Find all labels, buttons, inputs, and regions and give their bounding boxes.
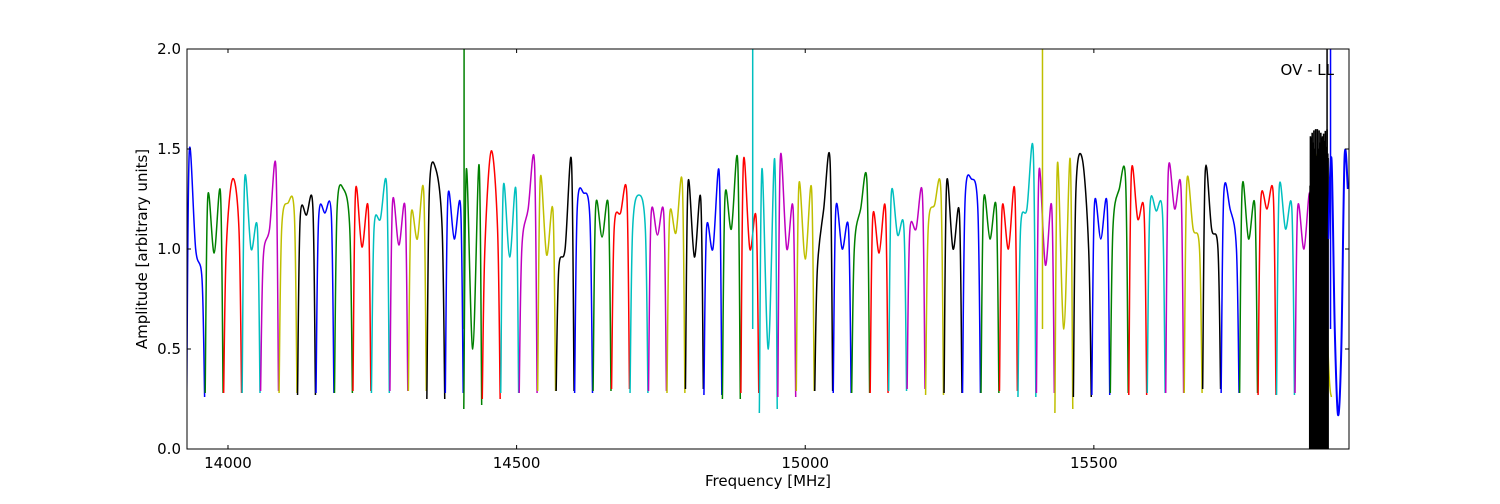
bandpass-segment-line xyxy=(1220,182,1240,394)
bandpass-segment-line xyxy=(352,186,372,392)
axis-ticks: 14000 14500 15000 15500 0.0 0.5 1.0 1.5 2.0 xyxy=(157,40,1349,472)
bandpass-segment-line xyxy=(924,178,945,396)
bandpass-segment-line xyxy=(389,197,409,392)
bandpass-segment-line xyxy=(426,161,446,400)
x-tick-label: 15000 xyxy=(781,454,829,472)
bandpass-segment-line xyxy=(721,155,742,400)
bandpass-segment-line xyxy=(241,174,261,394)
bandpass-segment-line xyxy=(407,185,428,392)
plot-frame xyxy=(186,48,1350,450)
bandpass-segment-line xyxy=(1091,197,1111,396)
bandpass-segment-line xyxy=(518,153,538,394)
bandpass-segment-line xyxy=(610,184,631,390)
bandpass-segment-line xyxy=(444,190,464,394)
y-tick-label: 1.5 xyxy=(157,140,181,158)
bandpass-segment-line xyxy=(499,182,520,394)
bandpass-segment-line xyxy=(980,194,1000,394)
bandpass-segment-line xyxy=(1183,175,1203,394)
bandpass-segment-line xyxy=(259,160,280,392)
bandpass-segment-line xyxy=(703,168,723,396)
bandpass-segment-line xyxy=(887,187,908,392)
bandpass-segment-line xyxy=(1238,181,1259,394)
bandpass-segment-line xyxy=(296,194,317,396)
bandpass-segment-line xyxy=(814,151,834,392)
bandpass-segment-line xyxy=(961,174,982,394)
y-axis-label: Amplitude [arbitrary units] xyxy=(133,149,151,349)
bandpass-segment-line xyxy=(204,188,224,394)
y-tick-label: 0.0 xyxy=(157,440,181,458)
bandpass-segment-line xyxy=(998,186,1019,392)
bandpass-segment-line xyxy=(1275,181,1296,396)
bandpass-segment-line xyxy=(278,195,298,394)
y-tick-label: 2.0 xyxy=(157,40,181,58)
x-tick-label: 15500 xyxy=(1070,454,1118,472)
annotation-label: OV - LL xyxy=(1281,61,1335,79)
bandpass-segment-line xyxy=(777,152,797,398)
x-axis-label: Frequency [MHz] xyxy=(705,472,831,490)
bandpass-segment-line xyxy=(333,184,354,394)
noise-segment xyxy=(1308,129,1329,449)
bandpass-segment-line xyxy=(629,194,649,394)
bandpass-segment-line xyxy=(536,174,557,392)
series-layer xyxy=(187,49,1349,449)
bandpass-segment-line xyxy=(740,156,760,394)
bandpass-segment-line xyxy=(463,164,483,410)
bandpass-segment-line xyxy=(850,172,871,394)
bandpass-segment-line xyxy=(1035,167,1056,394)
y-tick-label: 0.5 xyxy=(157,340,181,358)
bandpass-segment-line xyxy=(573,187,594,394)
bandpass-segment-line xyxy=(1054,158,1074,414)
bandpass-segment-line xyxy=(555,156,575,392)
bandpass-segment-line xyxy=(1164,162,1185,394)
bandpass-segment-line xyxy=(684,178,705,390)
bandpass-segment-line xyxy=(1146,195,1166,394)
bandpass-segment-line xyxy=(832,202,852,394)
x-tick-label: 14500 xyxy=(493,454,541,472)
bandpass-segment-line xyxy=(906,186,926,390)
bandpass-segment-line xyxy=(481,150,501,400)
bandpass-segment-line xyxy=(943,178,963,394)
bandpass-segment-line xyxy=(666,176,686,394)
bandpass-segment-line xyxy=(1072,152,1093,398)
bandpass-segment-line xyxy=(315,200,335,394)
bandpass-segment-line xyxy=(592,199,612,392)
bandpass-segment-line xyxy=(647,206,668,392)
bandpass-segment-line xyxy=(187,146,206,398)
bandpass-segment-line xyxy=(1128,165,1148,396)
bandpass-segment-line xyxy=(1017,142,1037,398)
x-tick-label: 14000 xyxy=(204,454,252,472)
bandpass-segment-line xyxy=(1109,165,1129,394)
y-tick-label: 1.0 xyxy=(157,240,181,258)
bandpass-segment-line xyxy=(370,177,391,394)
bandpass-segment-line xyxy=(1201,164,1222,390)
final-segment-line xyxy=(1327,148,1349,417)
bandpass-segment-line xyxy=(869,203,889,394)
bandpass-segment-line xyxy=(1257,185,1277,396)
bandpass-segment-line xyxy=(222,177,243,394)
bandpass-segment-line xyxy=(795,180,815,392)
bandpass-segment-line xyxy=(758,158,778,414)
